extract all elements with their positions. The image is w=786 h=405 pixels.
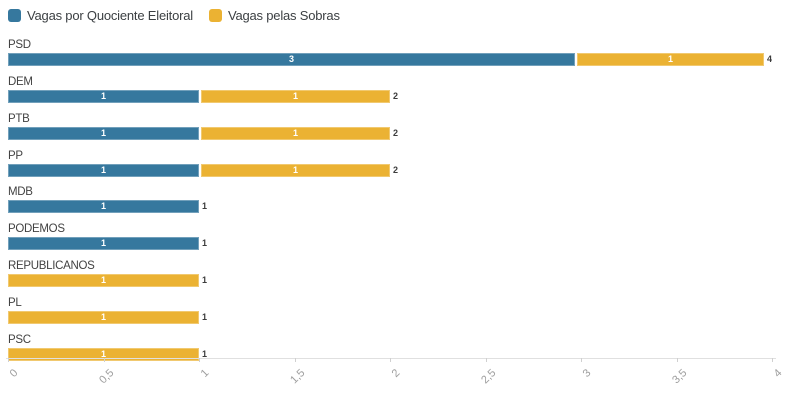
- category-label: PSD: [8, 39, 31, 51]
- category-label: PSC: [8, 333, 31, 346]
- plot-area: PSD 3 1 4 DEM 1 1 2 PTB 1 1 2 PP 1 1 2 MDB 1 1 PODEMOS 1 1 REP…: [8, 39, 772, 361]
- x-tick-label: 3,5: [669, 367, 689, 387]
- bar-row-mdb: MDB 1 1: [8, 186, 772, 214]
- bar-row-psd: PSD 3 1 4: [8, 39, 772, 66]
- x-tick-mark: [485, 358, 487, 362]
- legend-label-quociente: Vagas por Quociente Eleitoral: [27, 8, 193, 23]
- x-axis: 0 0,5 1 1,5 2 2,5 3 3,5 4: [0, 358, 786, 405]
- segment-value-label: 1: [292, 90, 298, 101]
- bar-line: 3 1 4: [8, 53, 772, 66]
- bar-segment[interactable]: 1: [8, 310, 199, 324]
- segment-value-label: 1: [100, 201, 106, 212]
- total-value-label: 1: [202, 201, 208, 212]
- x-tick-mark: [199, 358, 200, 362]
- bar-segment[interactable]: 1: [199, 89, 390, 103]
- bar-segment[interactable]: 1: [574, 53, 764, 66]
- bar-segment[interactable]: 1: [199, 126, 390, 140]
- x-tick-mark: [8, 358, 9, 362]
- category-label: PODEMOS: [8, 223, 65, 236]
- x-tick-mark: [676, 358, 678, 362]
- category-label: PL: [8, 296, 22, 309]
- x-tick-label: 1,5: [287, 367, 307, 387]
- bar-row-pp: PP 1 1 2: [8, 150, 772, 177]
- segment-value-label: 3: [288, 54, 294, 64]
- total-value-label: 2: [393, 127, 399, 138]
- legend-item-sobras[interactable]: Vagas pelas Sobras: [208, 8, 340, 23]
- legend-item-quociente[interactable]: Vagas por Quociente Eleitoral: [8, 8, 193, 23]
- x-tick-mark: [390, 358, 391, 362]
- legend-label-sobras: Vagas pelas Sobras: [227, 8, 340, 23]
- chart-legend: Vagas por Quociente Eleitoral Vagas pela…: [8, 8, 340, 23]
- total-value-label: 1: [202, 238, 208, 249]
- segment-value-label: 1: [100, 90, 106, 101]
- x-tick-mark: [103, 358, 105, 362]
- category-label: REPUBLICANOS: [8, 260, 95, 273]
- category-label: MDB: [8, 186, 33, 199]
- bar-segment[interactable]: 1: [8, 126, 199, 140]
- x-tick-label: 3: [580, 367, 594, 380]
- bar-line: 1 1 2: [8, 89, 772, 103]
- bar-row-ptb: PTB 1 1 2: [8, 113, 772, 140]
- category-label: DEM: [8, 75, 33, 88]
- segment-value-label: 1: [100, 275, 106, 286]
- x-tick-mark: [772, 358, 773, 362]
- x-axis-line: [6, 358, 776, 359]
- total-value-label: 4: [766, 54, 772, 64]
- bar-row-psc: PSC 1 1: [8, 334, 772, 361]
- total-value-label: 2: [393, 90, 399, 101]
- segment-value-label: 1: [100, 127, 106, 138]
- segment-value-label: 1: [292, 164, 298, 175]
- bar-segment[interactable]: 1: [199, 163, 390, 177]
- legend-swatch-yellow-icon: [208, 9, 222, 22]
- bar-segment[interactable]: 1: [8, 163, 199, 177]
- segment-value-label: 1: [100, 348, 106, 359]
- category-label: PP: [8, 149, 23, 162]
- bar-row-pl: PL 1 1: [8, 297, 772, 324]
- legend-swatch-blue-icon: [8, 9, 21, 22]
- segment-value-label: 1: [667, 54, 673, 64]
- total-value-label: 1: [202, 275, 208, 286]
- bar-segment[interactable]: 1: [8, 274, 199, 288]
- segment-value-label: 1: [292, 127, 298, 138]
- bar-row-dem: DEM 1 1 2: [8, 76, 772, 103]
- x-tick-label: 2: [389, 367, 403, 380]
- bar-row-republicanos: REPUBLICANOS 1 1: [8, 260, 772, 288]
- segment-value-label: 1: [100, 238, 106, 249]
- x-tick-label: 1: [198, 367, 212, 380]
- bar-line: 1 1 2: [8, 163, 772, 177]
- category-label: PTB: [8, 112, 30, 125]
- bar-segment[interactable]: 1: [8, 237, 199, 251]
- bar-segment[interactable]: 1: [8, 89, 199, 103]
- x-tick-label: 4: [771, 367, 785, 380]
- x-tick-label: 2,5: [478, 367, 498, 387]
- segment-value-label: 1: [100, 311, 106, 322]
- x-tick-label: 0: [7, 367, 21, 380]
- bar-row-podemos: PODEMOS 1 1: [8, 223, 772, 251]
- total-value-label: 1: [202, 348, 208, 359]
- total-value-label: 1: [202, 311, 208, 322]
- segment-value-label: 1: [100, 164, 106, 175]
- bar-line: 1 1 2: [8, 126, 772, 140]
- x-tick-mark: [294, 358, 296, 362]
- x-tick-mark: [581, 358, 582, 362]
- bar-segment[interactable]: 3: [8, 53, 575, 66]
- bar-segment[interactable]: 1: [8, 200, 199, 214]
- total-value-label: 2: [393, 164, 399, 175]
- x-tick-label: 0,5: [96, 367, 116, 387]
- bar-segment[interactable]: 1: [8, 347, 199, 361]
